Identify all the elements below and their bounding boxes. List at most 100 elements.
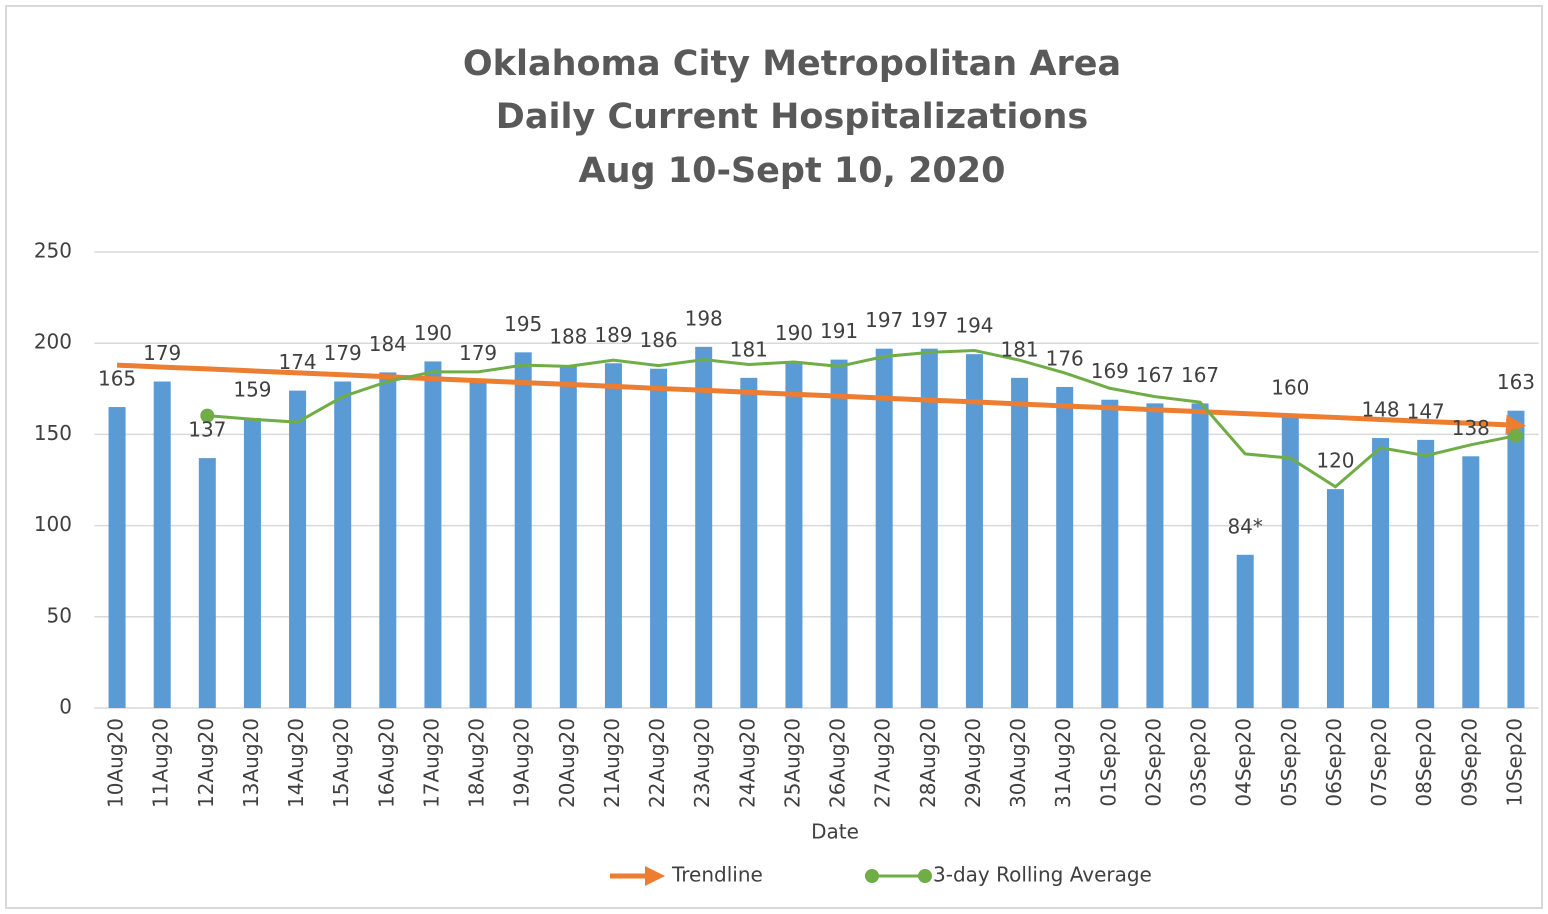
- y-tick-label: 50: [47, 603, 72, 627]
- y-tick-label: 150: [34, 421, 72, 445]
- data-label: 163: [1497, 370, 1535, 394]
- x-tick-label: 06Sep20: [1322, 718, 1346, 807]
- bar: [1326, 489, 1344, 708]
- x-tick-label: 23Aug20: [690, 718, 714, 808]
- bar: [1417, 439, 1435, 708]
- data-label: 188: [549, 325, 587, 349]
- y-tick-label: 0: [59, 695, 72, 719]
- x-tick-label: 01Sep20: [1096, 718, 1120, 807]
- legend-marker: [865, 869, 879, 883]
- trendline: [116, 362, 1526, 435]
- bar: [424, 361, 442, 708]
- data-label: 159: [233, 377, 271, 401]
- data-label: 137: [188, 418, 226, 442]
- bar: [1372, 438, 1390, 708]
- bar: [469, 381, 487, 708]
- data-label: 120: [1316, 449, 1354, 473]
- data-label: 84*: [1227, 514, 1262, 538]
- x-tick-label: 27Aug20: [871, 718, 895, 808]
- bar: [1011, 377, 1029, 708]
- x-tick-label: 05Sep20: [1277, 718, 1301, 807]
- x-tick-label: 14Aug20: [284, 718, 308, 808]
- data-label: 186: [639, 328, 677, 352]
- x-axis-label: Date: [811, 820, 859, 844]
- bar: [830, 359, 848, 708]
- data-label: 194: [955, 314, 993, 338]
- x-tick-label: 08Sep20: [1412, 718, 1436, 807]
- data-label: 176: [1046, 346, 1084, 370]
- data-label: 181: [730, 337, 768, 361]
- data-label: 148: [1361, 398, 1399, 422]
- data-label: 190: [414, 321, 452, 345]
- data-label: 195: [504, 312, 542, 336]
- x-tick-label: 10Aug20: [104, 718, 128, 808]
- bar: [875, 348, 893, 708]
- x-tick-label: 04Sep20: [1232, 718, 1256, 807]
- x-tick-label: 20Aug20: [555, 718, 579, 808]
- x-tick-label: 25Aug20: [780, 718, 804, 808]
- x-tick-label: 12Aug20: [194, 718, 218, 808]
- data-label: 179: [459, 341, 497, 365]
- x-tick-label: 11Aug20: [149, 718, 173, 808]
- x-tick-label: 19Aug20: [510, 718, 534, 808]
- data-label: 169: [1091, 359, 1129, 383]
- bar: [920, 348, 938, 708]
- x-tick-label: 28Aug20: [916, 718, 940, 808]
- bar: [1281, 416, 1299, 708]
- line-marker: [200, 408, 215, 423]
- chart-frame: [5, 5, 1543, 909]
- x-tick-label: 30Aug20: [1006, 718, 1030, 808]
- chart-title: Aug 10-Sept 10, 2020: [579, 151, 1006, 191]
- x-tick-label: 07Sep20: [1367, 718, 1391, 807]
- x-tick-label: 26Aug20: [826, 718, 850, 808]
- data-label: 184: [369, 332, 407, 356]
- line-marker: [1508, 428, 1523, 443]
- bar: [514, 352, 532, 708]
- x-tick-label: 17Aug20: [419, 718, 443, 808]
- data-label: 165: [98, 367, 136, 391]
- bar: [1462, 456, 1480, 708]
- bar: [1146, 403, 1164, 708]
- x-tick-label: 16Aug20: [374, 718, 398, 808]
- data-label: 189: [594, 323, 632, 347]
- x-tick-label: 21Aug20: [600, 718, 624, 808]
- data-label: 197: [910, 308, 948, 332]
- rolling-average-line: [207, 348, 1517, 489]
- bar: [965, 354, 983, 708]
- x-tick-label: 22Aug20: [645, 718, 669, 808]
- bar: [604, 363, 622, 708]
- data-label: 191: [820, 319, 858, 343]
- legend-label: 3-day Rolling Average: [933, 863, 1152, 887]
- x-tick-label: 15Aug20: [329, 718, 353, 808]
- bar: [1507, 410, 1525, 708]
- bar: [198, 458, 216, 708]
- bar: [153, 381, 171, 708]
- data-label: 190: [775, 321, 813, 345]
- x-tick-label: 10Sep20: [1502, 718, 1526, 807]
- data-label: 179: [324, 341, 362, 365]
- data-label: 147: [1407, 399, 1445, 423]
- data-label: 167: [1136, 363, 1174, 387]
- bar: [108, 407, 126, 708]
- y-tick-label: 200: [34, 330, 72, 354]
- data-label: 174: [278, 350, 316, 374]
- x-tick-label: 02Sep20: [1141, 718, 1165, 807]
- bar: [1101, 399, 1119, 708]
- bar: [785, 361, 803, 708]
- chart-title: Daily Current Hospitalizations: [496, 97, 1088, 137]
- x-tick-label: 31Aug20: [1051, 718, 1075, 808]
- x-tick-label: 18Aug20: [465, 718, 489, 808]
- chart-title: Oklahoma City Metropolitan Area: [463, 44, 1121, 84]
- data-label: 197: [865, 308, 903, 332]
- data-label: 181: [1000, 337, 1038, 361]
- data-label: 179: [143, 341, 181, 365]
- bar: [1056, 386, 1074, 708]
- x-tick-label: 13Aug20: [239, 718, 263, 808]
- x-tick-label: 03Sep20: [1187, 718, 1211, 807]
- bar: [1236, 554, 1254, 708]
- bar: [650, 368, 668, 708]
- x-tick-label: 29Aug20: [961, 718, 985, 808]
- data-label: 160: [1271, 376, 1309, 400]
- bar: [1191, 403, 1209, 708]
